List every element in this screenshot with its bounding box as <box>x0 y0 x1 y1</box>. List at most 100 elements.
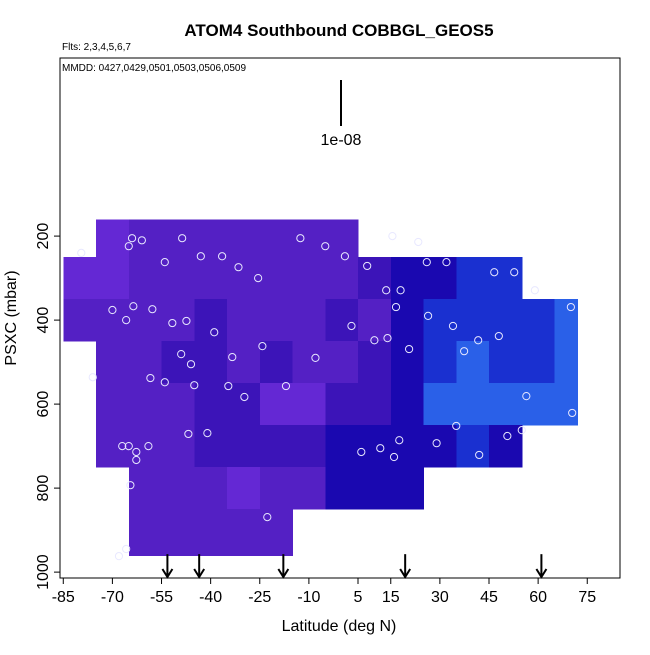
heat-cell <box>325 425 359 468</box>
heat-cell <box>194 383 228 426</box>
observation-point <box>122 544 131 554</box>
heat-cell <box>292 383 326 426</box>
observation-point <box>340 252 350 261</box>
x-tick-label: -40 <box>199 589 222 606</box>
heat-cell <box>292 341 326 384</box>
observation-point <box>124 442 133 451</box>
heatmap <box>63 219 578 556</box>
heat-cell <box>423 383 457 426</box>
observation-point <box>383 334 392 343</box>
heat-cell <box>390 257 425 300</box>
x-tick-label: 15 <box>382 589 400 606</box>
heat-cell <box>292 425 326 468</box>
observation-point <box>389 452 399 462</box>
heat-cell <box>325 257 359 300</box>
x-tick-label: 30 <box>431 589 449 606</box>
heat-cell <box>194 467 228 510</box>
marks <box>77 231 577 579</box>
heat-cell <box>194 341 228 384</box>
heat-cell <box>227 425 261 468</box>
x-tick-label: -85 <box>52 589 75 606</box>
heat-cell <box>161 425 195 468</box>
heat-cell <box>390 425 425 468</box>
heat-cell <box>423 299 457 342</box>
flight-arrow-head <box>535 568 548 579</box>
observation-point <box>494 331 503 341</box>
x-tick-label: 45 <box>480 589 498 606</box>
observation-point <box>137 236 146 245</box>
x-tick-label: -70 <box>101 589 124 606</box>
flight-arrow-head <box>399 568 412 579</box>
observation-point <box>347 321 356 331</box>
x-tick-label: 5 <box>354 589 363 606</box>
observation-point <box>160 258 169 267</box>
observation-point <box>568 408 577 418</box>
heat-cell <box>96 425 130 468</box>
heat-cell <box>96 341 130 384</box>
scale-label: 1e-08 <box>321 132 362 149</box>
heat-cell <box>161 467 195 510</box>
heat-cell <box>554 299 578 342</box>
heat-cell <box>128 341 163 384</box>
heat-cell <box>456 383 490 426</box>
heat-cell <box>390 341 425 384</box>
observation-point <box>423 311 433 320</box>
heat-cell <box>489 383 523 426</box>
heat-cell <box>489 257 523 300</box>
observation-point <box>566 302 575 312</box>
heat-cell <box>423 425 457 468</box>
observation-point <box>391 302 401 312</box>
heat-cell <box>358 425 392 468</box>
y-tick-label: 200 <box>35 223 52 250</box>
heat-cell <box>161 509 195 556</box>
flights-note: Flts: 2,3,4,5,6,7 <box>62 42 131 53</box>
heat-cell <box>456 257 490 300</box>
heat-cell <box>358 341 392 384</box>
heat-cell <box>456 341 490 384</box>
y-tick-label: 1000 <box>35 554 52 590</box>
heat-cell <box>521 341 556 384</box>
observation-point <box>321 242 330 251</box>
heat-cell <box>489 341 523 384</box>
heat-cell <box>227 219 261 258</box>
heat-cell <box>259 341 294 384</box>
observation-point <box>88 373 97 382</box>
flight-arrow-head <box>277 568 290 579</box>
heat-cell <box>554 383 578 426</box>
observation-point <box>254 273 263 283</box>
heat-cell <box>259 467 294 510</box>
heat-cell <box>358 467 392 510</box>
heat-cell <box>227 299 261 342</box>
heat-cell <box>128 383 163 426</box>
observation-point <box>311 353 320 363</box>
heat-cell <box>161 299 195 342</box>
heat-cell <box>227 341 261 384</box>
observation-point <box>376 444 385 453</box>
heat-cell <box>96 257 130 300</box>
heat-cell <box>489 299 523 342</box>
observation-point <box>460 347 469 356</box>
x-axis-label: Latitude (deg N) <box>282 618 397 635</box>
observation-point <box>474 336 483 345</box>
observation-point <box>132 455 141 465</box>
observation-point <box>210 328 219 337</box>
observation-point <box>160 378 169 387</box>
heat-cell <box>325 299 359 342</box>
heat-cell <box>325 341 359 384</box>
observation-point <box>382 286 391 295</box>
heat-cell <box>161 341 195 384</box>
heat-cell <box>128 425 163 468</box>
x-tick-label: 75 <box>578 589 596 606</box>
x-tick-label: -25 <box>248 589 271 606</box>
observation-point <box>218 252 227 261</box>
observation-point <box>395 436 404 445</box>
observation-point <box>224 381 233 391</box>
heat-cell <box>128 509 163 556</box>
observation-point <box>190 381 199 390</box>
observation-point <box>177 350 186 359</box>
observation-point <box>452 421 461 431</box>
heat-cell <box>423 257 457 300</box>
heat-cell <box>259 219 294 258</box>
observation-point <box>240 392 249 402</box>
